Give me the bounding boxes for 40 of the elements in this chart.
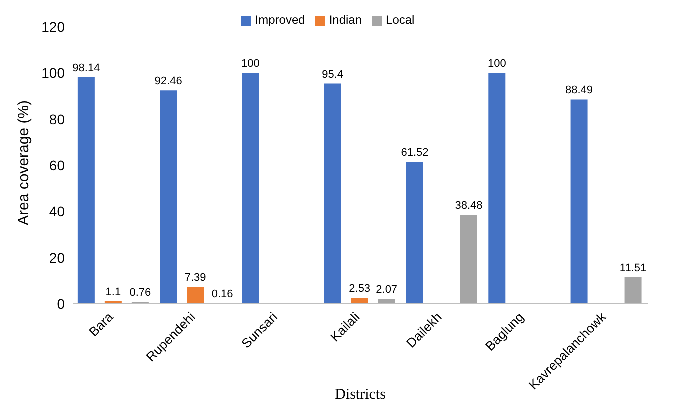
data-label: 0.16 bbox=[212, 288, 234, 301]
data-label: 95.4 bbox=[322, 68, 344, 81]
bar bbox=[160, 90, 178, 304]
bar bbox=[488, 73, 506, 304]
y-tick-label: 100 bbox=[42, 65, 66, 82]
bar bbox=[187, 286, 204, 304]
data-label: 92.46 bbox=[154, 76, 182, 88]
data-label: 11.51 bbox=[620, 262, 647, 274]
bar bbox=[460, 215, 478, 304]
data-label: 88.49 bbox=[566, 84, 594, 97]
bar bbox=[351, 298, 368, 304]
data-label: 100 bbox=[242, 58, 260, 70]
y-tick-label: 80 bbox=[49, 111, 66, 128]
data-label: 1.1 bbox=[106, 286, 122, 298]
data-label: 7.39 bbox=[184, 272, 206, 284]
data-label: 98.14 bbox=[72, 62, 100, 74]
data-label: 100 bbox=[488, 58, 506, 70]
bar bbox=[324, 84, 342, 304]
bar bbox=[406, 162, 424, 304]
legend-label: Local bbox=[386, 13, 415, 27]
y-tick-label: 20 bbox=[49, 250, 66, 266]
bar bbox=[78, 77, 95, 304]
y-tick-label: 120 bbox=[42, 18, 66, 35]
y-tick-label: 0 bbox=[57, 296, 66, 312]
data-label: 2.07 bbox=[376, 284, 398, 296]
bar bbox=[378, 299, 396, 304]
legend-label: Indian bbox=[329, 13, 362, 27]
y-tick-label: 40 bbox=[49, 204, 66, 220]
data-label: 2.53 bbox=[349, 283, 371, 296]
bar bbox=[242, 73, 260, 304]
data-label: 38.48 bbox=[455, 200, 483, 212]
data-label: 61.52 bbox=[401, 146, 429, 159]
x-tick-label: Bara bbox=[86, 308, 117, 340]
bar bbox=[624, 277, 642, 304]
x-axis-title: Districts bbox=[335, 387, 386, 403]
data-label: 0.76 bbox=[130, 287, 152, 300]
bar bbox=[570, 100, 588, 304]
y-axis-title: Area coverage (%) bbox=[15, 100, 32, 226]
y-tick-label: 60 bbox=[49, 157, 66, 174]
legend-label: Improved bbox=[255, 13, 306, 27]
